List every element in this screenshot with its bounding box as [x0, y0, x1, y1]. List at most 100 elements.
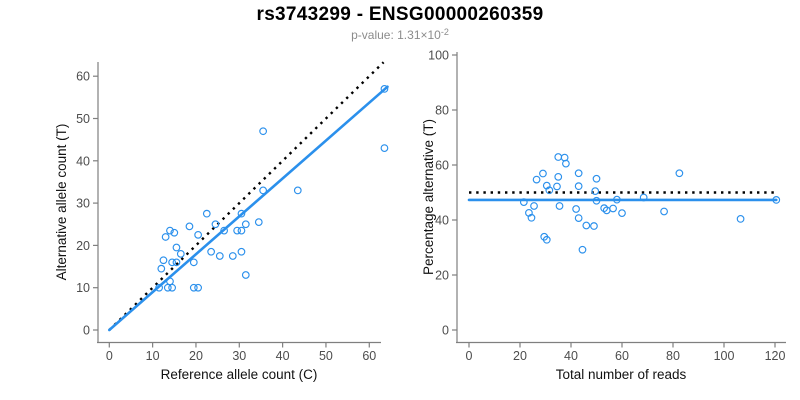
y-tick-label: 20 — [76, 239, 90, 253]
y-tick-label: 0 — [83, 324, 90, 338]
x-tick-label: 10 — [146, 349, 160, 363]
x-tick-label: 80 — [666, 349, 680, 363]
data-point — [211, 220, 220, 229]
data-point — [574, 182, 583, 191]
data-point — [194, 230, 203, 239]
data-point — [237, 226, 246, 235]
data-point — [532, 175, 541, 184]
data-point — [241, 220, 250, 229]
data-point — [259, 127, 267, 136]
data-point — [172, 258, 181, 267]
p-value-text: p-value: 1.31×10 — [351, 28, 441, 42]
x-tick-label: 20 — [513, 349, 527, 363]
y-tick-label: 100 — [428, 49, 449, 63]
data-point — [592, 174, 601, 183]
data-point — [237, 247, 246, 256]
data-point — [233, 226, 241, 235]
data-point — [259, 186, 267, 195]
data-point — [772, 196, 781, 204]
data-point — [172, 243, 181, 252]
data-point — [591, 187, 600, 195]
x-tick-label: 20 — [189, 349, 203, 363]
data-point — [166, 226, 174, 235]
data-point — [155, 283, 164, 292]
data-point — [574, 214, 583, 222]
x-tick-label: 50 — [319, 349, 333, 363]
y-tick-label: 0 — [442, 324, 449, 338]
data-point — [554, 172, 563, 181]
data-point — [519, 198, 528, 206]
data-point — [613, 195, 621, 204]
figure-header: rs3743299 - ENSG00000260359 p-value: 1.3… — [0, 4, 800, 42]
left-scatter-panel: 0 10 20 30 40 50 60 0 10 20 30 40 50 60 Reference alle… — [54, 61, 389, 382]
data-point — [168, 283, 177, 292]
data-point — [572, 205, 580, 213]
data-point — [545, 186, 554, 195]
data-point — [237, 209, 246, 218]
data-point — [215, 252, 224, 260]
data-point — [380, 144, 389, 152]
data-point — [228, 252, 237, 260]
x-tick-label: 40 — [564, 349, 578, 363]
data-point — [220, 226, 228, 235]
data-point — [574, 169, 583, 178]
x-tick-label: 60 — [362, 349, 376, 363]
x-axis-label: Total number of reads — [556, 367, 687, 382]
x-tick-label: 30 — [232, 349, 246, 363]
y-tick-label: 20 — [435, 269, 449, 283]
x-tick-label: 100 — [714, 349, 735, 363]
y-tick-label: 40 — [76, 154, 90, 168]
x-tick-label: 0 — [106, 349, 113, 363]
data-point — [582, 221, 591, 230]
y-tick-label: 60 — [435, 159, 449, 173]
y-tick-label: 10 — [76, 281, 90, 295]
data-point — [660, 207, 668, 216]
fit-line — [108, 85, 389, 332]
chart-title: rs3743299 - ENSG00000260359 — [256, 4, 544, 25]
data-point — [254, 218, 263, 227]
data-point — [185, 222, 194, 231]
x-tick-label: 40 — [276, 349, 290, 363]
data-point — [176, 249, 185, 258]
y-axis-label: Alternative allele count (T) — [54, 124, 69, 281]
data-point — [189, 283, 198, 292]
data-point — [539, 169, 547, 178]
data-point — [590, 222, 598, 230]
y-tick-label: 30 — [76, 197, 90, 211]
data-point — [554, 153, 563, 161]
data-point — [380, 85, 389, 93]
y-tick-label: 50 — [76, 112, 90, 126]
data-point — [675, 169, 684, 178]
right-scatter-panel: 0 20 40 60 80 100 120 0 20 40 60 80 100 Total number … — [421, 49, 786, 382]
data-point — [736, 215, 745, 223]
data-point — [170, 228, 179, 237]
data-point — [166, 277, 174, 286]
data-point — [542, 235, 551, 244]
p-value-subtitle: p-value: 1.31×10-2 — [0, 27, 800, 42]
data-point — [553, 182, 561, 191]
x-tick-label: 60 — [615, 349, 629, 363]
x-axis-label: Reference allele count (C) — [161, 367, 318, 382]
data-point — [194, 283, 203, 292]
data-point — [639, 193, 648, 202]
data-point — [202, 209, 211, 218]
data-point — [555, 202, 564, 210]
data-point — [161, 233, 170, 241]
x-tick-label: 0 — [466, 349, 473, 363]
y-tick-label: 60 — [76, 70, 90, 84]
data-point — [157, 264, 166, 273]
data-point — [241, 271, 250, 279]
data-point — [168, 258, 177, 267]
data-point — [592, 196, 601, 205]
data-point — [207, 247, 216, 256]
x-tick-label: 120 — [765, 349, 786, 363]
y-tick-label: 80 — [435, 104, 449, 118]
y-tick-label: 40 — [435, 214, 449, 228]
data-point — [530, 202, 538, 210]
data-point — [578, 245, 587, 254]
data-point — [189, 258, 198, 267]
identity-line — [108, 61, 385, 331]
data-point — [293, 186, 302, 195]
data-point — [609, 204, 617, 213]
